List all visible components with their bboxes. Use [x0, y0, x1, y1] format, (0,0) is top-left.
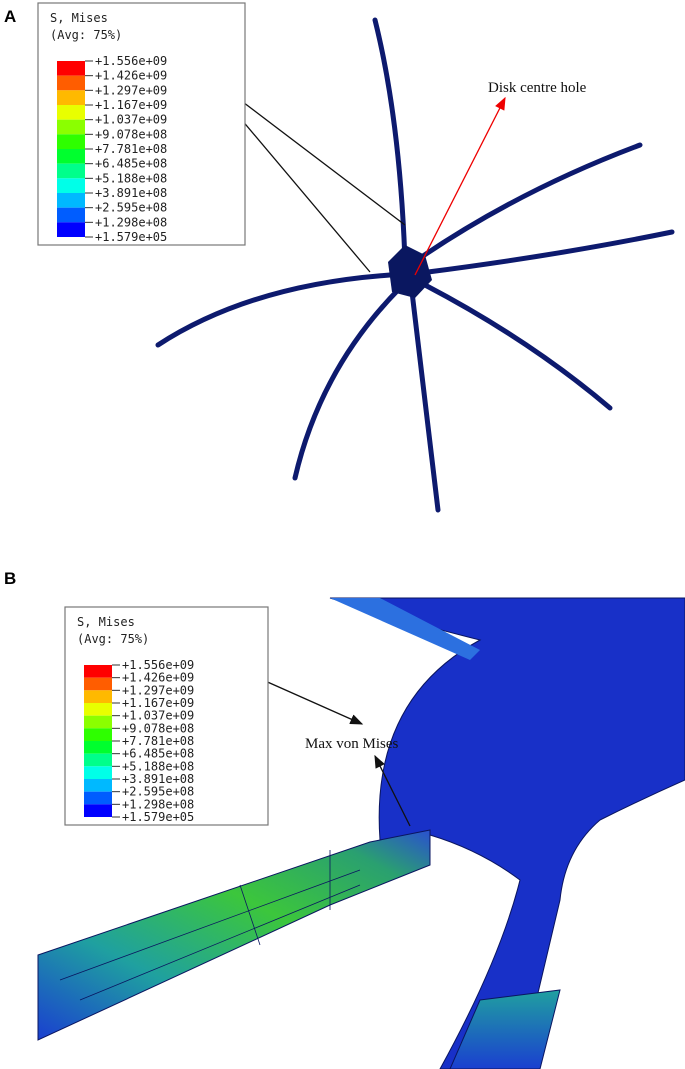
legend-swatch [84, 766, 112, 779]
legend-value: +1.297e+09 [122, 683, 194, 697]
legend-value: +5.188e+08 [122, 759, 194, 773]
legend-swatch [57, 75, 85, 91]
legend-swatch [57, 222, 85, 237]
arrow [414, 96, 506, 276]
panel-label: A [4, 7, 16, 26]
legend-swatch [57, 163, 85, 179]
legend-value: +7.781e+08 [95, 142, 167, 156]
legend-value: +1.037e+09 [95, 113, 167, 127]
legend-value: +1.167e+09 [122, 696, 194, 710]
disk-hub [388, 245, 432, 298]
legend-swatch [84, 690, 112, 703]
legend-value: +3.891e+08 [122, 772, 194, 786]
legend-swatch [57, 105, 85, 120]
legend-subtitle: (Avg: 75%) [50, 28, 122, 42]
legend-value: +1.426e+09 [122, 671, 194, 685]
legend-value: +2.595e+08 [122, 785, 194, 799]
legend-swatch [84, 728, 112, 741]
legend-swatch [84, 779, 112, 792]
star-model [155, 17, 675, 513]
legend-swatch [57, 149, 85, 164]
arrow [374, 754, 411, 827]
legend-swatch [84, 665, 112, 678]
legend-swatch [84, 715, 112, 729]
panel-label: B [4, 569, 16, 588]
legend-value: +5.188e+08 [95, 171, 167, 185]
annotation: Disk centre hole [488, 80, 587, 96]
legend-value: +1.556e+09 [122, 658, 194, 672]
legend-subtitle: (Avg: 75%) [77, 632, 149, 646]
legend-value: +1.167e+09 [95, 98, 167, 112]
legend-swatch [84, 753, 112, 767]
legend-value: +1.037e+09 [122, 709, 194, 723]
legend: S, Mises(Avg: 75%)+1.556e+09+1.426e+09+1… [37, 2, 246, 246]
legend-swatch [57, 90, 85, 105]
legend-swatch [84, 804, 112, 817]
annotation: Max von Mises [305, 736, 398, 752]
legend-value: +1.556e+09 [95, 54, 167, 68]
legend-swatch [57, 134, 85, 149]
legend-value: +6.485e+08 [122, 747, 194, 761]
legend-swatch [57, 193, 85, 208]
legend-value: +1.579e+05 [95, 230, 167, 244]
legend-value: +2.595e+08 [95, 201, 167, 215]
legend-value: +1.297e+09 [95, 83, 167, 97]
zoom-model [37, 597, 685, 1069]
legend-value: +9.078e+08 [122, 721, 194, 735]
legend-value: +1.426e+09 [95, 69, 167, 83]
legend-swatch [84, 741, 112, 754]
legend-swatch [57, 178, 85, 193]
legend-value: +7.781e+08 [122, 734, 194, 748]
legend-value: +1.579e+05 [122, 810, 194, 824]
legend-swatch [84, 703, 112, 716]
legend-value: +9.078e+08 [95, 127, 167, 141]
legend-swatch [84, 791, 112, 805]
legend-swatch [57, 207, 85, 223]
legend-value: +1.298e+08 [95, 215, 167, 229]
legend-value: +6.485e+08 [95, 157, 167, 171]
legend-title: S, Mises [77, 615, 135, 629]
legend-value: +3.891e+08 [95, 186, 167, 200]
legend-title: S, Mises [50, 11, 108, 25]
legend: S, Mises(Avg: 75%)+1.556e+09+1.426e+09+1… [64, 606, 269, 826]
legend-value: +1.298e+08 [122, 797, 194, 811]
legend-swatch [57, 61, 85, 76]
legend-swatch [57, 119, 85, 135]
legend-swatch [84, 677, 112, 691]
